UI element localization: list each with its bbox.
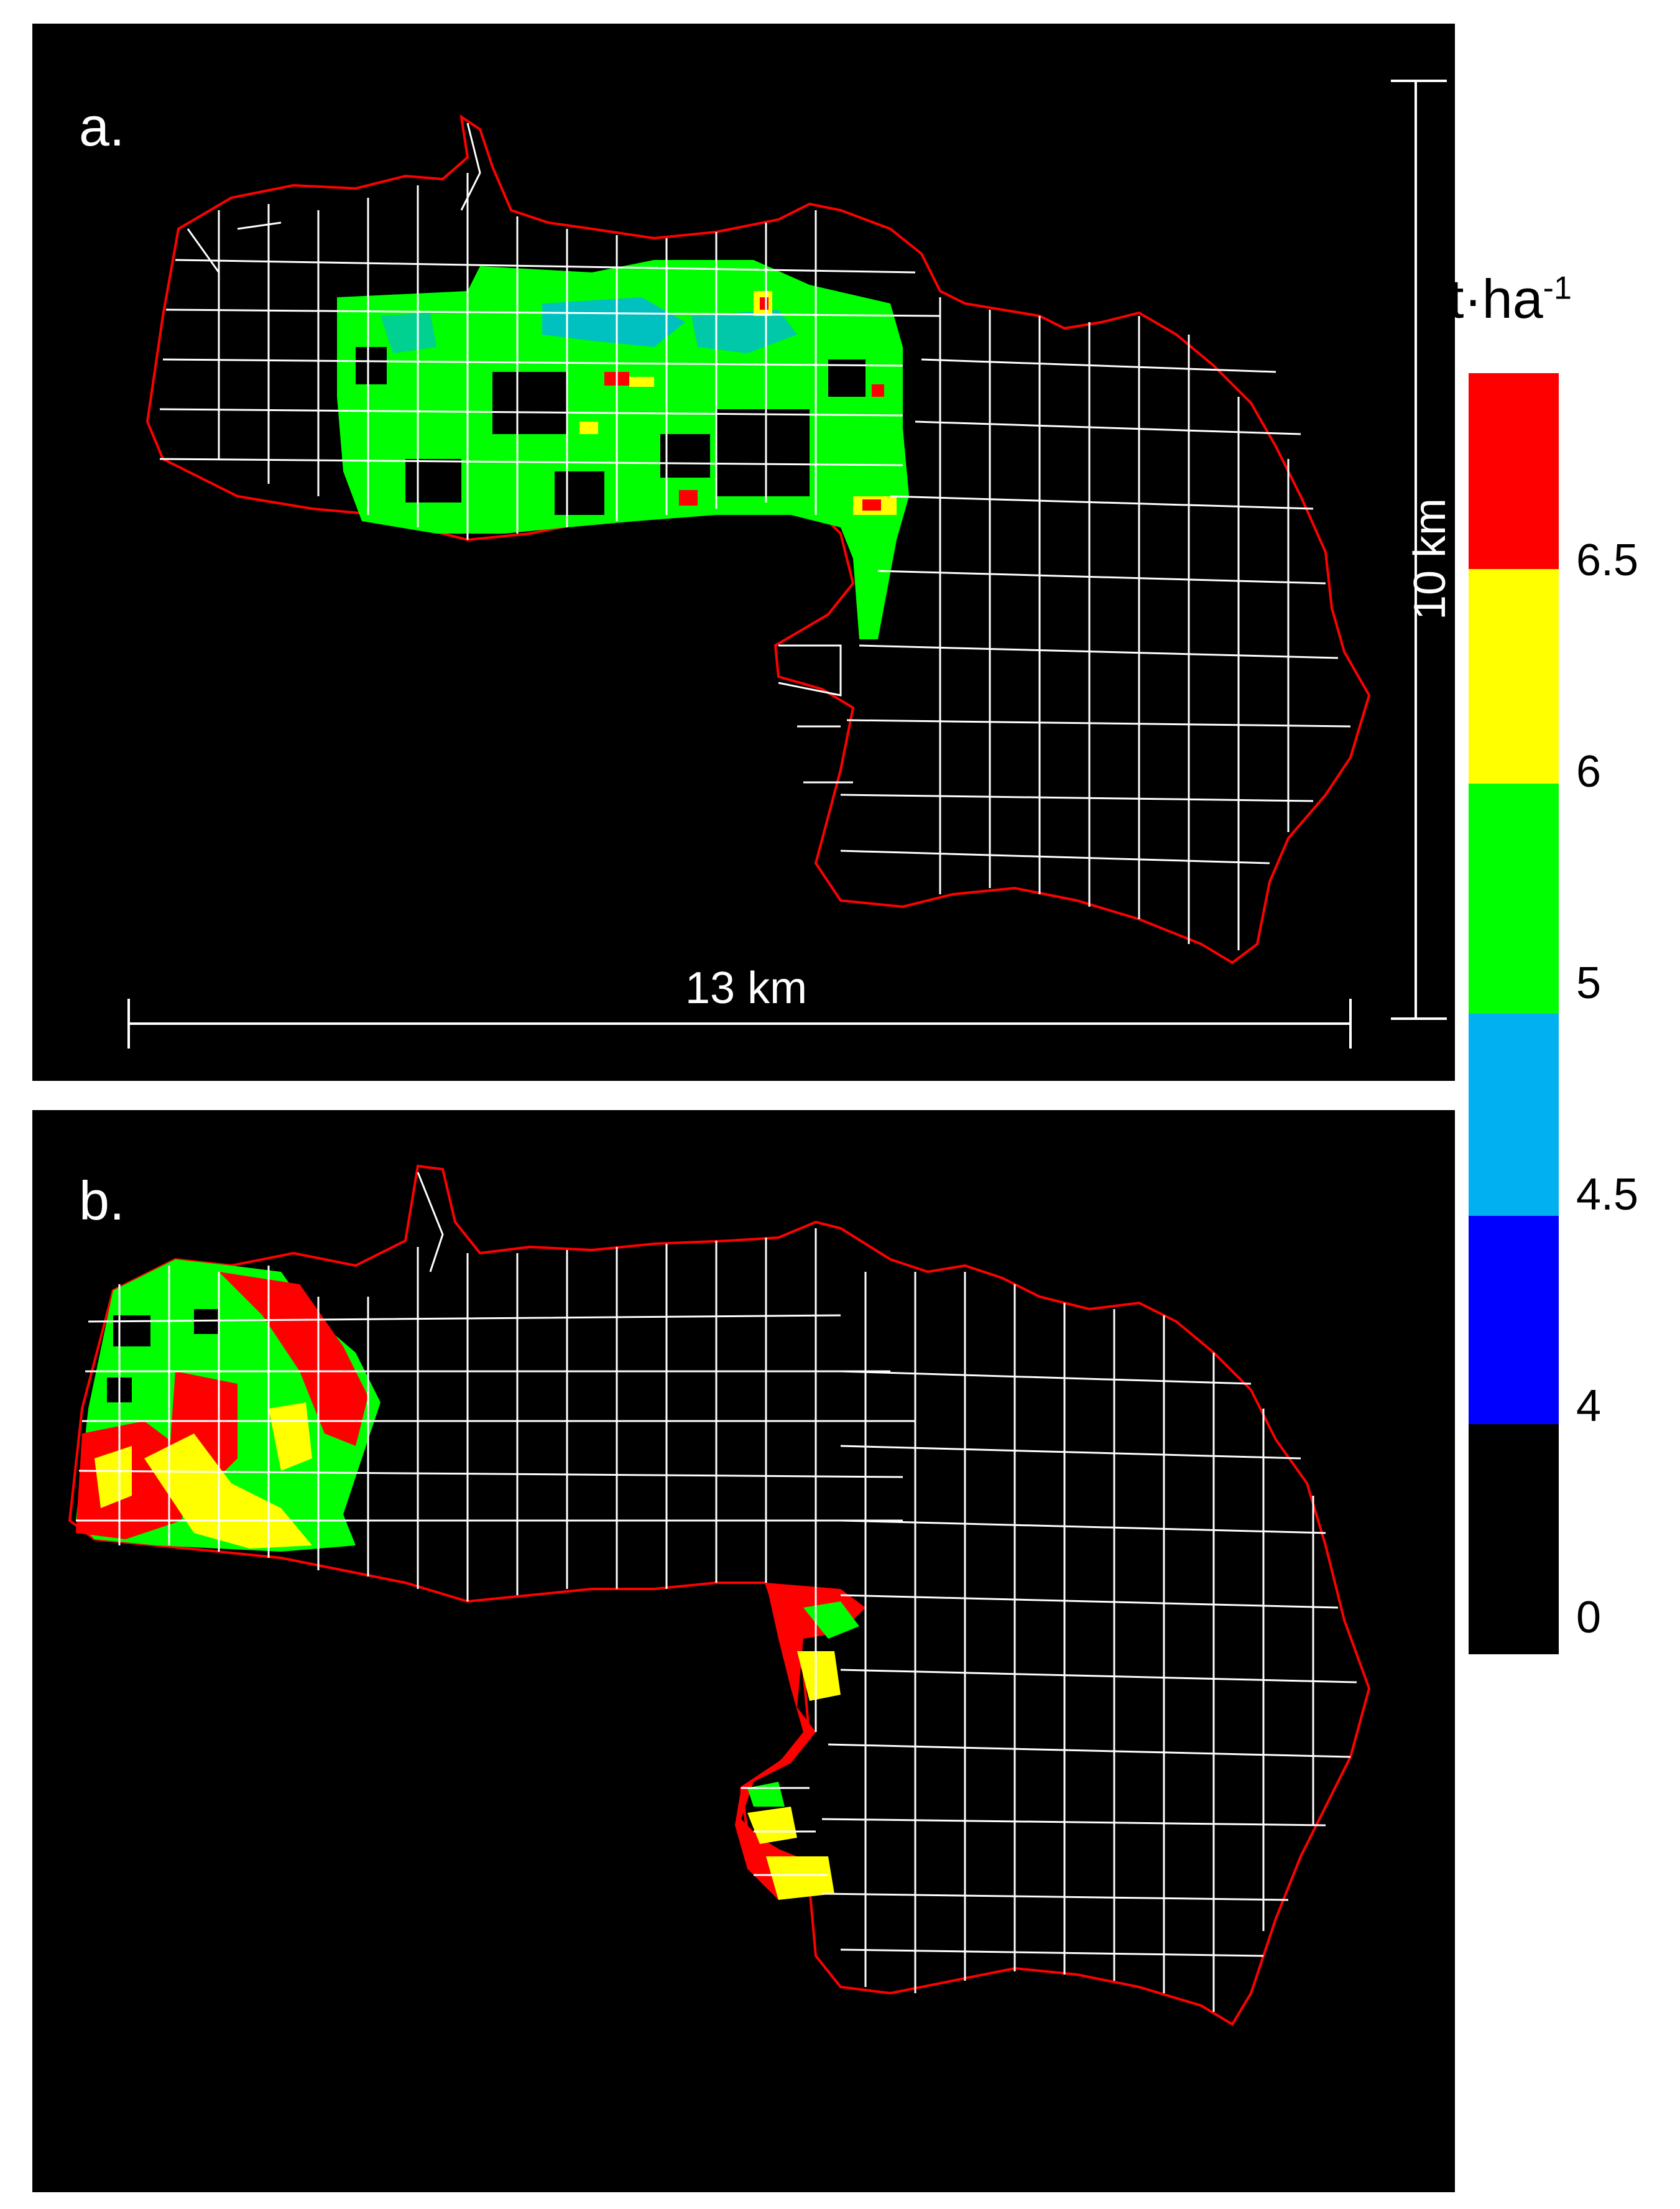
legend-tick-5: 5 bbox=[1576, 958, 1602, 1008]
legend-unit: t·ha-1 bbox=[1449, 267, 1572, 331]
legend-tick-4: 4 bbox=[1576, 1381, 1602, 1431]
map-canvas-a bbox=[145, 114, 1371, 965]
legend-unit-exponent: -1 bbox=[1543, 270, 1572, 307]
legend-swatch-red bbox=[1469, 373, 1559, 569]
legend-tick-6: 6 bbox=[1576, 747, 1602, 797]
legend-tick-6-5: 6.5 bbox=[1576, 535, 1639, 585]
legend-swatch-lightblue bbox=[1469, 1014, 1559, 1216]
scale-label-horizontal: 13 km bbox=[685, 963, 808, 1013]
panel-label-b: b. bbox=[79, 1170, 125, 1231]
map-canvas-b bbox=[68, 1164, 1371, 2026]
map-panel-b: b. bbox=[32, 1110, 1455, 2192]
legend-swatch-blue bbox=[1469, 1216, 1559, 1424]
legend-unit-base: t·ha bbox=[1449, 268, 1543, 330]
parcel-lines bbox=[159, 123, 1351, 950]
legend-swatch-yellow bbox=[1469, 569, 1559, 784]
color-legend bbox=[1469, 373, 1559, 1654]
parcel-lines bbox=[76, 1172, 1357, 2012]
map-panel-a: a. 13 km 10 km bbox=[32, 24, 1455, 1081]
legend-swatch-green bbox=[1469, 784, 1559, 1014]
legend-swatch-black bbox=[1469, 1424, 1559, 1654]
scale-bars bbox=[127, 80, 1447, 1049]
legend-tick-4-5: 4.5 bbox=[1576, 1170, 1639, 1220]
panel-label-a: a. bbox=[79, 96, 125, 157]
yield-patches bbox=[76, 1259, 865, 1900]
scale-label-vertical: 10 km bbox=[1405, 498, 1455, 621]
legend-tick-0: 0 bbox=[1576, 1593, 1602, 1642]
